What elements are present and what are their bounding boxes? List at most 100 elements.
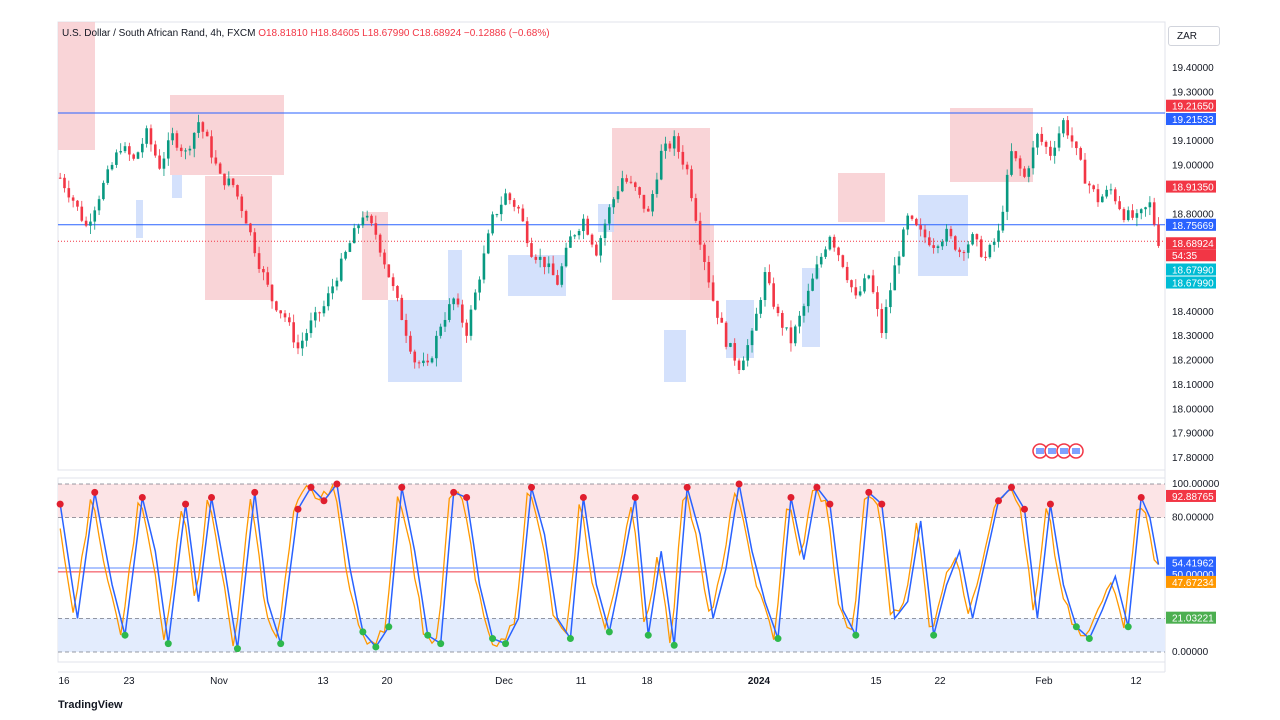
candle-body	[374, 223, 378, 235]
candle-body	[966, 244, 970, 253]
osc-low-dot	[1072, 623, 1080, 631]
osc-high-dot	[307, 483, 315, 491]
candle-body	[266, 272, 270, 285]
osc-low-dot	[930, 631, 938, 639]
osc-low-dot	[424, 631, 432, 639]
candle-body	[296, 342, 300, 349]
candle-body	[400, 297, 404, 320]
candle-body	[1010, 151, 1013, 175]
candle-body	[525, 221, 529, 244]
currency-button[interactable]: ZAR	[1168, 26, 1220, 46]
candle-body	[984, 256, 987, 258]
candle-body	[322, 306, 326, 314]
candle-body	[391, 277, 395, 287]
candle-body	[1152, 202, 1156, 225]
time-tick: 16	[58, 676, 70, 687]
candle-body	[426, 360, 430, 363]
candle-body	[530, 243, 533, 257]
candle-body	[629, 181, 633, 183]
osc-high-dot	[56, 500, 64, 508]
candle-body	[582, 218, 585, 232]
candle-body	[1079, 148, 1082, 160]
candle-body	[672, 136, 676, 149]
candle-body	[763, 272, 767, 301]
candle-body	[1096, 189, 1100, 203]
candle-body	[1031, 147, 1035, 169]
candle-body	[915, 218, 918, 226]
price-label-0	[1166, 99, 1216, 112]
price-tick: 18.00000	[1172, 404, 1214, 415]
candle-body	[759, 300, 762, 314]
candle-body	[945, 228, 948, 242]
candle-body	[1036, 133, 1039, 148]
candle-body	[1066, 120, 1070, 136]
candle-body	[923, 229, 927, 238]
candle-body	[789, 327, 793, 344]
candle-body	[123, 146, 127, 152]
candle-body	[685, 164, 689, 170]
candle-body	[63, 177, 66, 189]
candle-body	[668, 143, 672, 149]
osc-low-dot	[277, 640, 285, 648]
candle-body	[949, 228, 953, 237]
candle-body	[543, 256, 546, 268]
flag-mark	[1048, 448, 1056, 454]
candle-body	[192, 132, 196, 149]
osc-tick: 0.00000	[1172, 647, 1209, 658]
time-tick: 11	[576, 676, 587, 687]
candle-body	[279, 310, 282, 314]
candle-body	[906, 215, 910, 230]
candle-body	[720, 317, 724, 323]
price-label-3	[1166, 218, 1216, 231]
osc-high-dot	[878, 500, 886, 508]
osc-label-4	[1166, 611, 1216, 624]
osc-low-dot	[385, 623, 393, 631]
price-tick: 18.40000	[1172, 307, 1214, 318]
candle-body	[102, 182, 105, 200]
price-label-text-4: 18.68924	[1172, 239, 1214, 250]
osc-low-dot	[566, 635, 574, 643]
candle-body	[638, 187, 641, 195]
candle-body	[733, 343, 737, 361]
zone-9	[172, 175, 182, 198]
flag-mark	[1072, 448, 1080, 454]
osc-tick: 100.00000	[1172, 479, 1220, 490]
zone-16	[802, 268, 820, 347]
candle-body	[344, 251, 347, 259]
price-label-text-3: 18.75669	[1172, 221, 1214, 232]
candle-body	[1088, 183, 1091, 186]
candle-body	[681, 151, 685, 165]
candle-body	[214, 157, 218, 164]
candle-body	[84, 220, 88, 226]
candle-body	[560, 266, 564, 285]
osc-signal-line	[59, 483, 1159, 648]
osc-high-dot	[1046, 500, 1054, 508]
candle-body	[201, 122, 205, 132]
candle-body	[854, 287, 858, 296]
time-tick: 18	[641, 676, 653, 687]
candle-body	[599, 238, 602, 256]
candle-body	[1027, 168, 1031, 177]
candle-body	[110, 164, 114, 170]
candle-body	[188, 148, 192, 151]
osc-high-dot	[787, 493, 795, 501]
candle-body	[729, 343, 732, 347]
candle-body	[387, 264, 391, 278]
candle-body	[352, 228, 356, 244]
candle-body	[880, 309, 884, 334]
osc-low-dot	[359, 628, 367, 636]
price-tick: 19.40000	[1172, 63, 1214, 74]
candle-body	[1101, 196, 1104, 203]
price-tick: 17.80000	[1172, 453, 1214, 464]
osc-high-dot	[320, 497, 328, 505]
candle-body	[313, 312, 317, 321]
candle-body	[1040, 133, 1044, 142]
tradingview-logo[interactable]: TradingView	[58, 699, 123, 711]
price-label-7	[1166, 276, 1216, 289]
candle-body	[162, 158, 166, 169]
candle-body	[326, 293, 330, 307]
candle-body	[893, 265, 897, 291]
candle-body	[547, 263, 551, 268]
candle-body	[153, 144, 157, 156]
